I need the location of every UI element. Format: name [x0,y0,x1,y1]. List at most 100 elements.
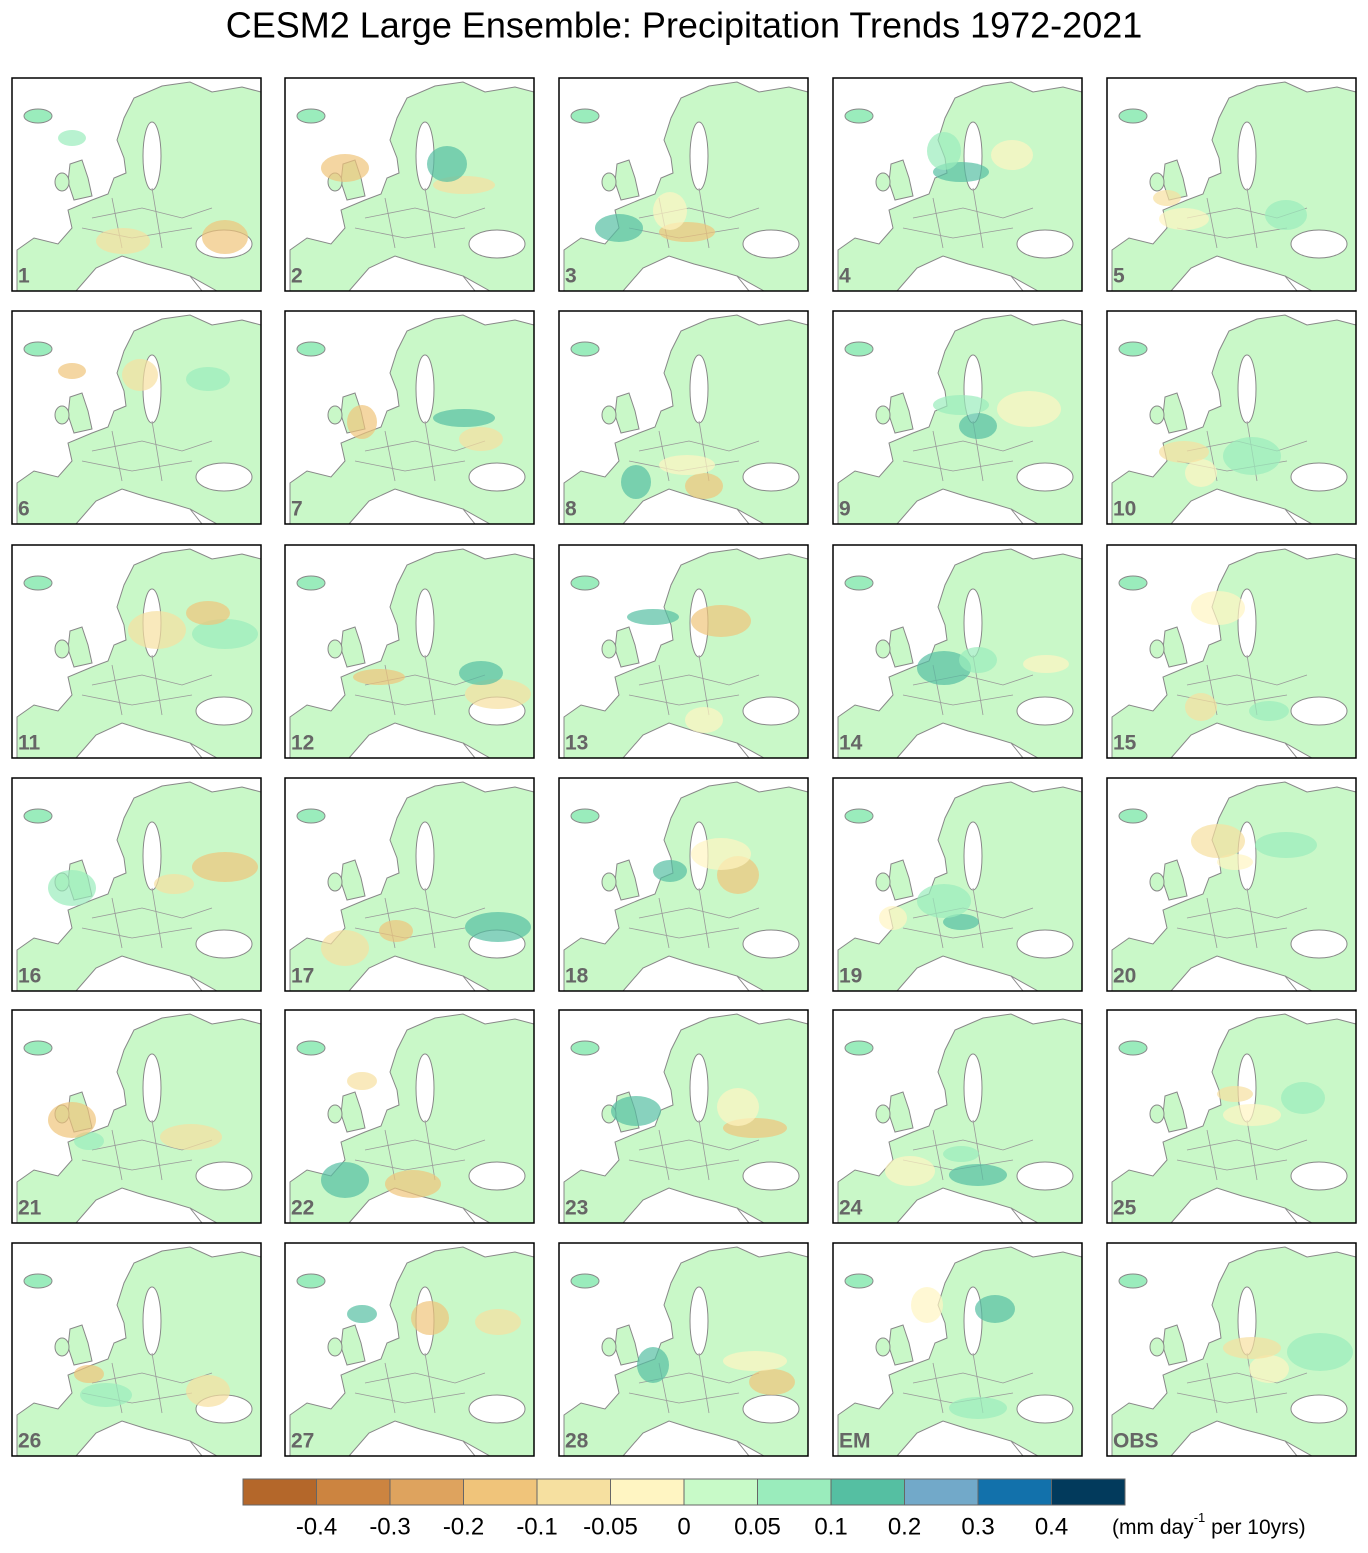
color-swatch [1051,1478,1126,1506]
map-shading [1287,1333,1353,1371]
colorbar-tick-label: -0.05 [583,1513,638,1540]
map-panel: 15 [1106,544,1357,759]
map-panel: 5 [1106,77,1357,292]
panel-frame [558,544,809,759]
color-swatch [610,1478,685,1506]
map-land [558,1242,809,1457]
panel-frame [1106,1009,1357,1224]
map-panel: 28 [558,1242,809,1457]
map-panel: 16 [11,777,262,992]
color-swatch [242,1478,317,1506]
map-land [558,1009,809,1224]
map-shading [1191,591,1245,625]
map-panel: 26 [11,1242,262,1457]
map-land [1106,544,1357,759]
panel-label: 17 [291,965,314,988]
panel-label: 20 [1113,965,1136,988]
panel-label: 5 [1113,265,1125,288]
map-panel: 18 [558,777,809,992]
panel-frame [558,1009,809,1224]
panel-frame [11,1009,262,1224]
panel-frame [11,310,262,525]
map-panel: 23 [558,1009,809,1224]
map-shading [991,140,1033,170]
map-land [558,777,809,992]
map-shading [949,1397,1007,1419]
map-shading [933,395,989,415]
panel-frame [1106,77,1357,292]
map-shading [911,1287,943,1323]
map-shading [1217,854,1253,870]
map-shading [186,367,230,391]
map-shading [1217,1086,1253,1102]
map-land [284,310,535,525]
panel-label: 10 [1113,498,1136,521]
panel-label: 24 [839,1197,863,1220]
map-shading [192,852,258,882]
colorbar-tick-label: 0.05 [734,1513,781,1540]
map-panel: 7 [284,310,535,525]
colorbar-unit: (mm day-1 per 10yrs) [1112,1510,1306,1538]
colorbar-tick-label: 0.2 [888,1513,921,1540]
map-shading [1185,459,1217,487]
map-shading [917,651,971,685]
panel-frame [11,1242,262,1457]
panel-frame [558,310,809,525]
panel-frame [1106,310,1357,525]
panel-label: 7 [291,498,303,521]
map-panel: 4 [832,77,1083,292]
color-swatch [316,1478,391,1506]
panel-label: 28 [565,1430,589,1453]
panel-frame [11,777,262,992]
colorbar-tick-label: 0.4 [1035,1513,1068,1540]
map-shading [627,609,679,625]
map-shading [1249,701,1289,721]
colorbar-tick-label: 0.1 [814,1513,847,1540]
map-shading [1159,208,1209,230]
panel-frame [1106,544,1357,759]
unit-text: (mm day [1112,1516,1194,1539]
map-panel: 19 [832,777,1083,992]
color-swatch [757,1478,832,1506]
panel-label: OBS [1113,1430,1159,1453]
map-panel: 2 [284,77,535,292]
panel-label: 3 [565,265,577,288]
map-shading [1223,1104,1281,1126]
colorbar-tick-label: -0.2 [443,1513,484,1540]
colorbar-tick-label: 0 [677,1513,690,1540]
map-shading [685,473,723,499]
map-shading [621,465,651,499]
panel-frame [284,77,535,292]
map-shading [475,1309,521,1335]
map-panel: 22 [284,1009,535,1224]
map-shading [1281,1082,1325,1114]
colorbar-tick-label: -0.3 [369,1513,410,1540]
map-shading [347,1305,377,1323]
panel-frame [284,544,535,759]
map-shading [959,647,997,673]
panel-label: 11 [18,732,41,755]
map-shading [1249,1355,1289,1383]
map-panel: 1 [11,77,262,292]
map-shading [1265,200,1307,230]
map-panel: 8 [558,310,809,525]
map-shading [411,1301,449,1335]
map-shading [74,1365,104,1383]
panel-label: 18 [565,965,589,988]
panel-label: 25 [1113,1197,1137,1220]
map-land [1106,777,1357,992]
panel-frame [284,777,535,992]
map-shading [637,1347,669,1383]
map-land [284,77,535,292]
map-shading [122,359,158,391]
panel-frame [832,1009,1083,1224]
map-shading [943,1146,979,1162]
map-land [832,777,1083,992]
colorbar-tick-label: -0.4 [296,1513,337,1540]
map-shading [749,1369,795,1395]
map-panel: 27 [284,1242,535,1457]
map-land [1106,77,1357,292]
color-swatch [536,1478,611,1506]
map-shading [427,146,467,182]
